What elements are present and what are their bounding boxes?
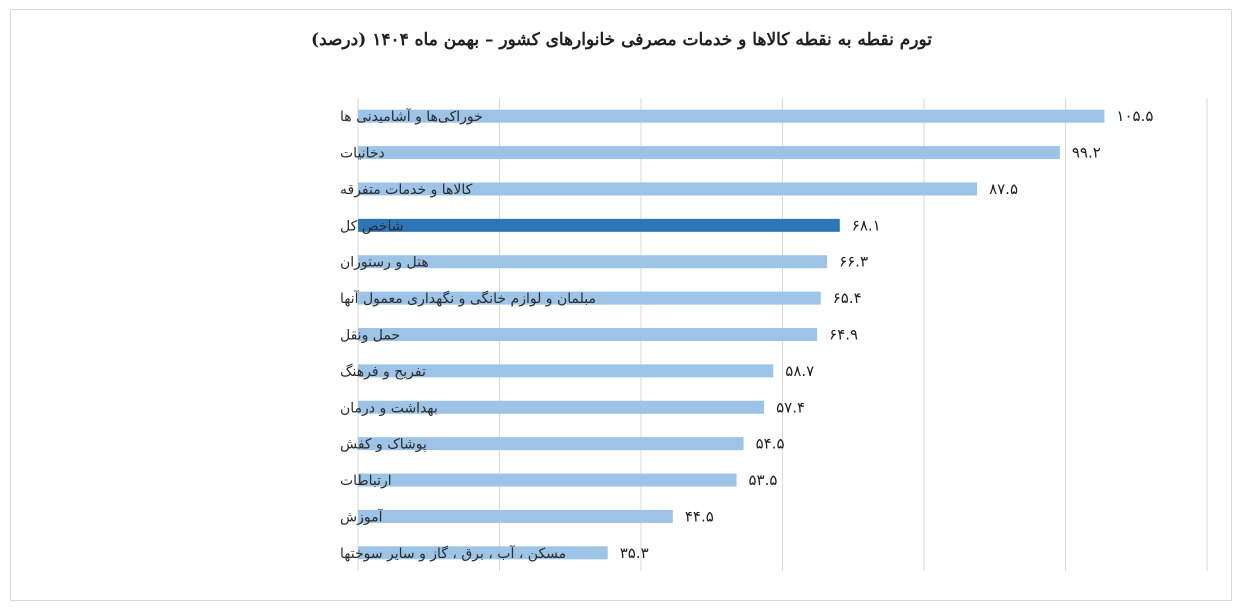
- category-label: آموزش: [340, 508, 384, 525]
- value-label: ۶۸.۱: [852, 216, 881, 234]
- category-label: خوراکی‌ها و آشامیدنی ها: [340, 108, 483, 125]
- bar: [358, 510, 673, 523]
- category-label: ارتباطات: [340, 473, 392, 489]
- value-label: ۵۳.۵: [749, 471, 778, 489]
- category-label: مبلمان و لوازم خانگی و نگهداری معمول آنه…: [340, 290, 596, 307]
- value-label: ۶۴.۹: [829, 326, 858, 344]
- value-label: ۶۵.۴: [833, 289, 862, 307]
- category-label: دخانیات: [340, 146, 385, 162]
- category-label: تفریح و فرهنگ: [340, 363, 426, 380]
- bar: [358, 146, 1060, 159]
- category-label: بهداشت و درمان: [340, 400, 438, 416]
- value-label: ۳۵.۳: [620, 544, 649, 562]
- value-label: ۸۷.۵: [989, 180, 1018, 198]
- bar: [358, 328, 817, 341]
- category-label: مسکن ، آب ، برق ، گاز و سایر سوختها: [340, 545, 566, 562]
- category-label: پوشاک و کفش: [340, 437, 427, 453]
- category-label: کالاها و خدمات متفرقه: [340, 182, 473, 198]
- category-label: شاخص کل: [340, 218, 404, 234]
- bar: [358, 474, 737, 487]
- bars: [358, 110, 1104, 560]
- value-label: ۶۶.۳: [839, 253, 868, 271]
- value-label: ۹۹.۲: [1072, 144, 1101, 162]
- value-label: ۵۸.۷: [785, 362, 814, 380]
- bar-highlight: [358, 219, 840, 232]
- value-label: ۵۴.۵: [756, 435, 785, 453]
- value-label: ۱۰۵.۵: [1116, 107, 1153, 125]
- value-label: ۴۴.۵: [685, 507, 714, 525]
- value-label: ۵۷.۴: [776, 398, 805, 416]
- category-label: حمل ونقل: [340, 328, 400, 344]
- category-label: هتل و رستوران: [340, 255, 429, 271]
